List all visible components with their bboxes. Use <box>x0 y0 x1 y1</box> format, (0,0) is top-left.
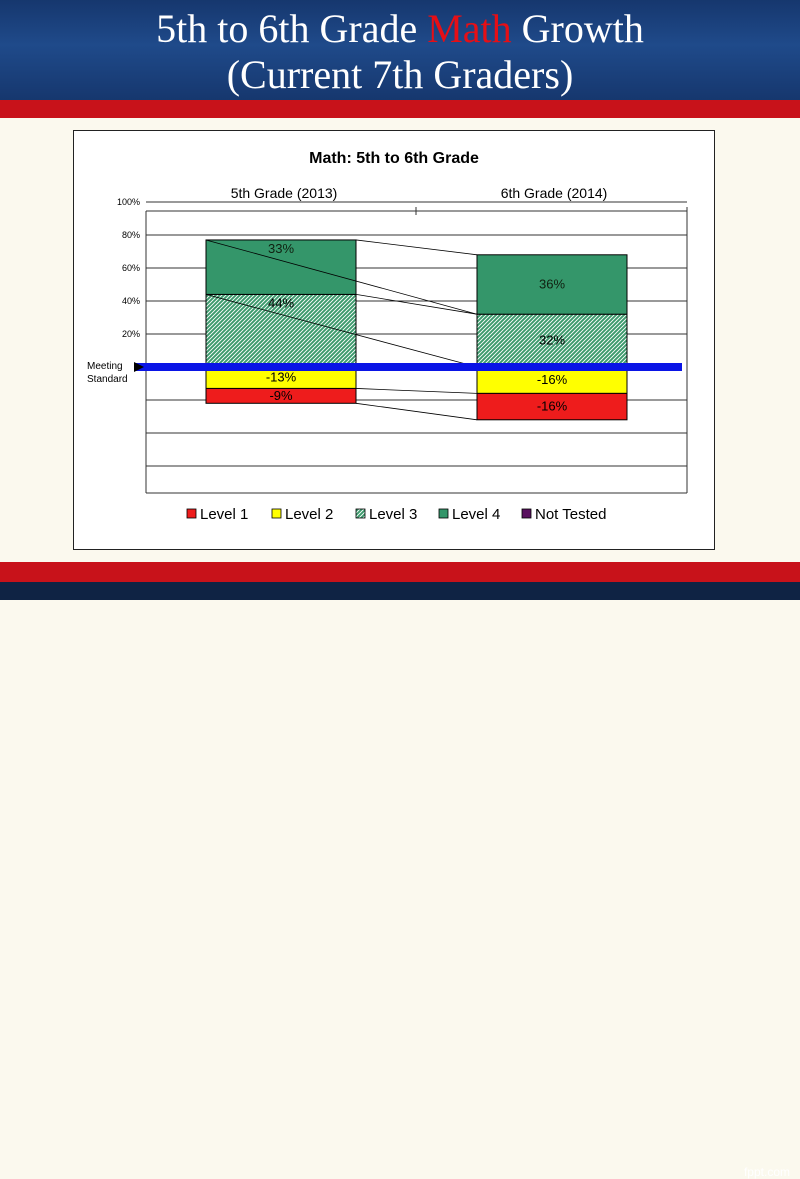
y-tick-label: 20% <box>122 329 140 339</box>
data-label: 33% <box>268 241 294 256</box>
data-label: -16% <box>537 399 568 414</box>
chart-panel: Math: 5th to 6th Grade 5th Grade (2013) 6t… <box>73 130 715 550</box>
x-tick-label: 6th Grade (2014) <box>501 185 608 201</box>
title-text-end: Growth <box>511 6 644 51</box>
data-label: 32% <box>539 333 565 348</box>
slide-header: 5th to 6th Grade Math Growth (Current 7t… <box>0 0 800 100</box>
y-tick-label: 60% <box>122 263 140 273</box>
legend-label: Level 1 <box>200 506 248 523</box>
meeting-standard-arrow <box>134 362 144 372</box>
legend-label: Not Tested <box>535 506 606 523</box>
header-stripe <box>0 100 800 118</box>
chart: Math: 5th to 6th Grade 5th Grade (2013) 6t… <box>87 150 688 523</box>
y-tick-label: 80% <box>122 230 140 240</box>
legend-swatch <box>438 508 449 519</box>
bar-segment-level-4 <box>476 254 628 315</box>
series-connector-line <box>355 402 478 421</box>
data-label: 36% <box>539 277 565 292</box>
bar-segment-level-1 <box>476 392 628 421</box>
diagonal-connector-line <box>205 294 478 368</box>
chart-title: Math: 5th to 6th Grade <box>309 150 479 167</box>
title-accent-text: Math <box>427 6 512 51</box>
series-connector-line <box>355 388 478 394</box>
bar-segment-level-3 <box>205 293 357 368</box>
slide-title: 5th to 6th Grade Math Growth (Current 7t… <box>0 0 800 98</box>
series-connector-line <box>355 239 478 256</box>
legend-label: Level 3 <box>369 506 417 523</box>
footer-bar: fppt.com <box>0 582 800 1179</box>
baseline-label-line1: Meeting <box>87 361 123 372</box>
data-label: -16% <box>537 372 568 387</box>
y-tick-label: 40% <box>122 296 140 306</box>
data-label: -9% <box>269 388 293 403</box>
data-label: -13% <box>266 370 297 385</box>
bar-segment-level-1 <box>205 387 357 404</box>
title-line-2: (Current 7th Graders) <box>226 52 574 97</box>
legend-swatch <box>355 508 366 519</box>
bar-segment-level-4 <box>205 239 357 295</box>
bar-segment-level-2 <box>476 366 628 394</box>
legend-swatch <box>186 508 197 519</box>
title-text: 5th to 6th Grade <box>156 6 428 51</box>
legend-swatch <box>521 508 532 519</box>
y-tick-label: 100% <box>117 197 140 207</box>
baseline-label-line2: Standard <box>87 374 128 385</box>
x-tick-label: 5th Grade (2013) <box>231 185 338 201</box>
bar-segment-level-3 <box>476 313 628 368</box>
data-label: 44% <box>268 295 294 310</box>
legend-swatch <box>271 508 282 519</box>
footer-stripe <box>0 562 800 582</box>
series-connector-line <box>355 294 478 315</box>
watermark: fppt.com <box>743 1165 790 1179</box>
legend-label: Level 2 <box>285 506 333 523</box>
diagonal-connector-line <box>205 239 478 315</box>
legend-label: Level 4 <box>452 506 500 523</box>
